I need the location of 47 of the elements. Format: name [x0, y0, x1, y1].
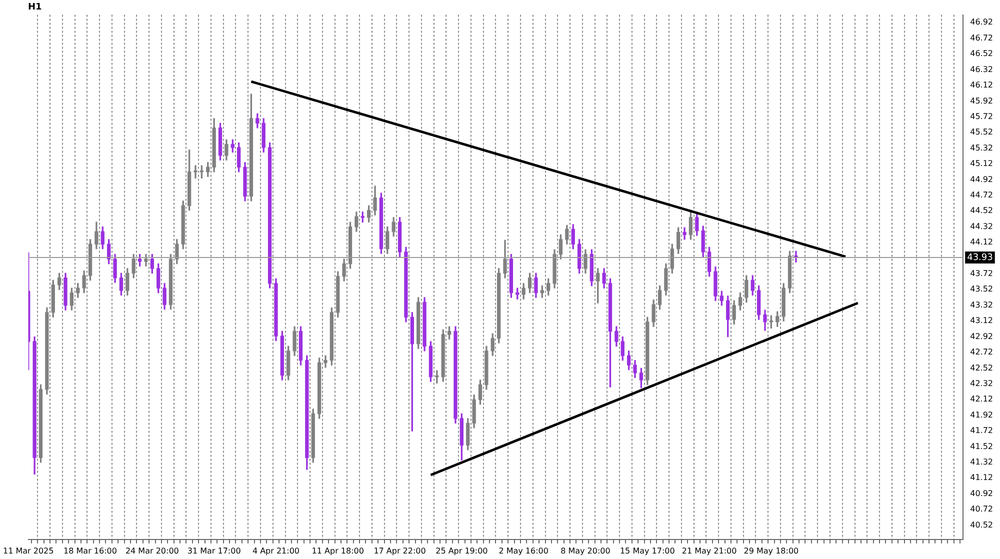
y-tick-label: 43.12 — [970, 316, 994, 326]
ref-line-label: 43.93 — [967, 252, 993, 263]
y-tick-label: 42.32 — [970, 378, 994, 388]
x-tick-label: 18 Mar 16:00 — [64, 546, 117, 556]
y-tick-label: 40.52 — [970, 520, 994, 530]
x-tick-label: 29 May 18:00 — [744, 546, 799, 556]
x-tick-label: 15 May 17:00 — [620, 546, 675, 556]
y-tick-label: 42.52 — [970, 363, 994, 372]
y-tick-label: 41.52 — [970, 442, 994, 451]
x-tick-label: 11 Apr 18:00 — [312, 546, 364, 556]
x-tick-label: 31 Mar 17:00 — [187, 546, 241, 556]
x-tick-label: 17 Apr 22:00 — [374, 546, 426, 556]
y-tick-label: 46.12 — [970, 80, 994, 90]
y-tick-label: 44.72 — [970, 190, 994, 200]
y-tick-label: 46.72 — [970, 33, 994, 42]
y-tick-label: 42.72 — [970, 348, 994, 357]
y-tick-label: 40.92 — [970, 488, 994, 498]
y-tick-label: 43.52 — [970, 284, 994, 294]
y-tick-label: 42.12 — [970, 394, 994, 404]
chart-title: H1 — [28, 2, 42, 13]
y-tick-label: 41.72 — [970, 426, 994, 436]
y-tick-label: 45.32 — [970, 143, 994, 152]
x-tick-label: 2 May 16:00 — [498, 546, 548, 556]
y-tick-label: 46.52 — [970, 49, 994, 58]
y-tick-label: 46.92 — [970, 18, 994, 27]
y-tick-label: 41.12 — [970, 473, 994, 482]
x-tick-label: 25 Apr 19:00 — [436, 546, 488, 556]
y-tick-label: 40.72 — [970, 504, 994, 514]
y-tick-label: 44.52 — [970, 206, 994, 216]
y-tick-label: 45.92 — [970, 96, 994, 106]
y-tick-label: 44.92 — [970, 174, 994, 184]
y-tick-label: 41.32 — [970, 458, 994, 467]
x-tick-label: 24 Mar 20:00 — [125, 546, 179, 556]
y-tick-label: 43.32 — [970, 300, 994, 310]
y-tick-label: 45.72 — [970, 112, 994, 121]
y-tick-label: 44.12 — [970, 238, 994, 247]
x-tick-label: 8 May 20:00 — [560, 546, 610, 556]
y-tick-label: 44.32 — [970, 222, 994, 231]
y-tick-label: 45.12 — [970, 159, 994, 168]
y-tick-label: 42.92 — [970, 332, 994, 341]
x-tick-label: 21 May 21:00 — [682, 546, 737, 556]
y-tick-label: 43.72 — [970, 269, 994, 278]
x-tick-label: 11 Mar 2025 — [3, 546, 54, 556]
y-tick-label: 41.92 — [970, 410, 994, 420]
x-tick-label: 4 Apr 21:00 — [252, 546, 300, 556]
y-tick-label: 45.52 — [970, 128, 994, 137]
y-tick-label: 46.32 — [970, 64, 994, 74]
